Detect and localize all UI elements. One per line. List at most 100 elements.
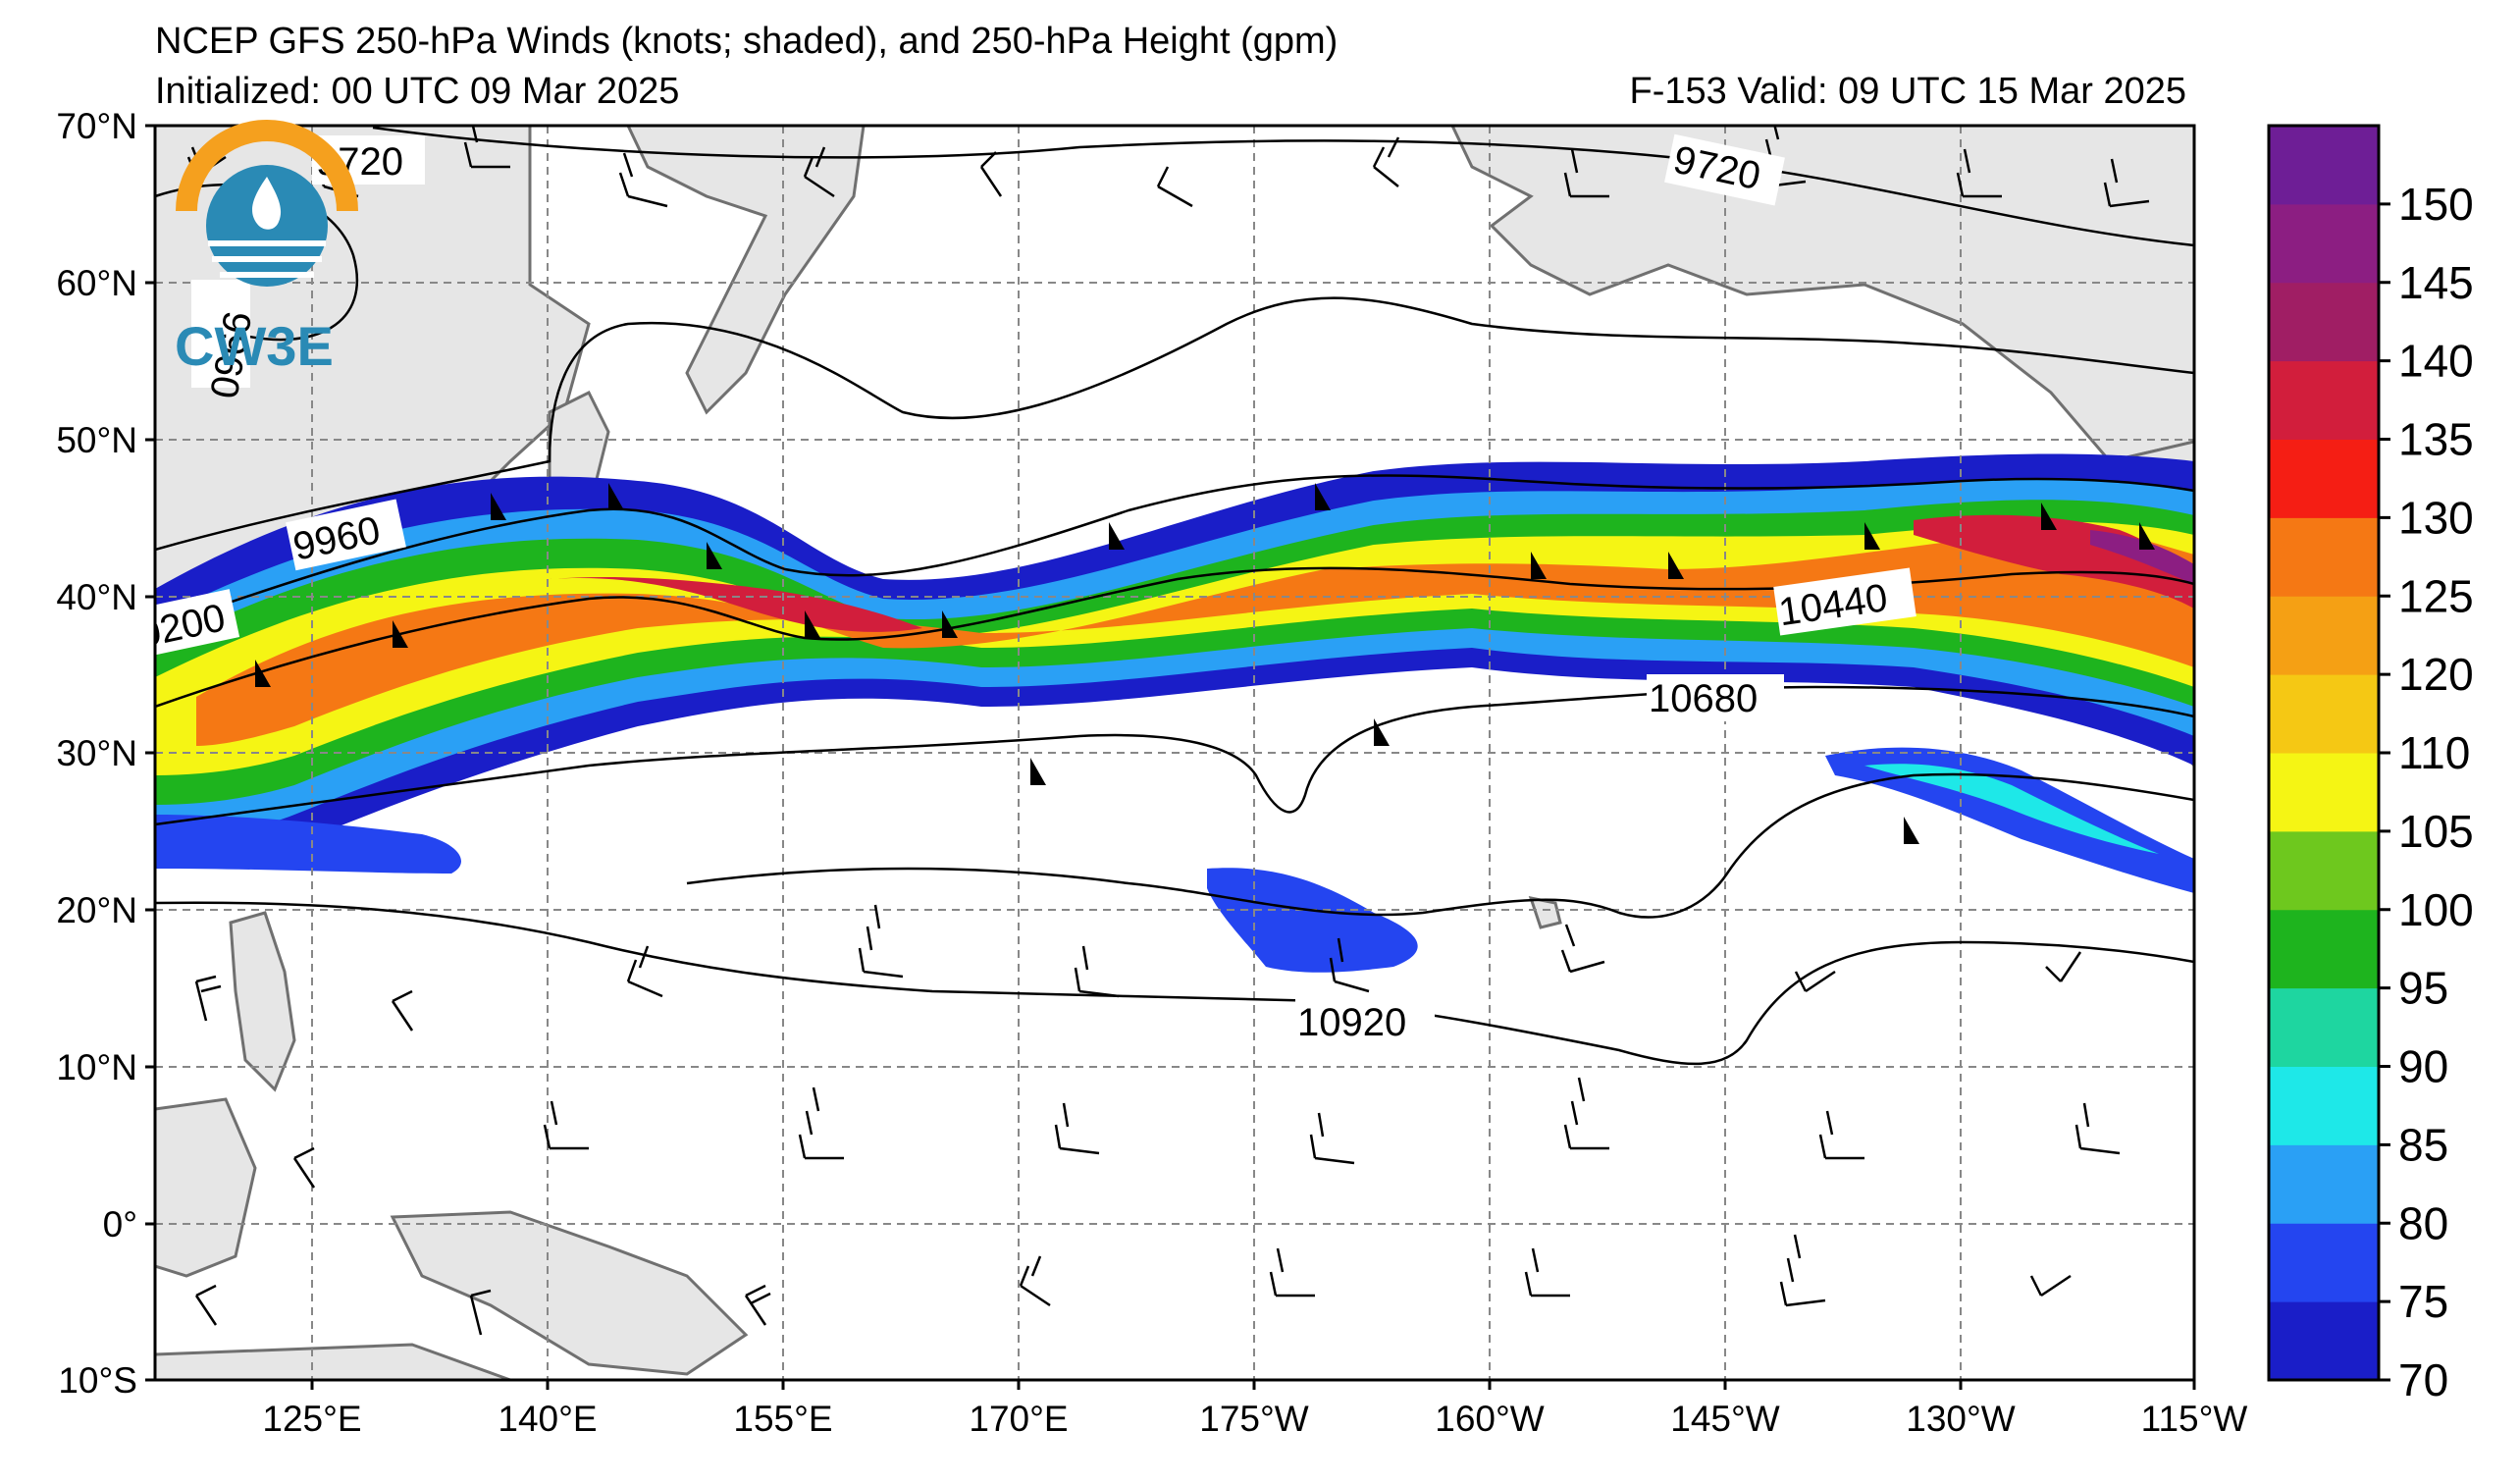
contour-label-bg: [155, 589, 240, 658]
barb: [194, 1284, 218, 1326]
colorbar-tick-label: 80: [2398, 1197, 2448, 1248]
flag: [2139, 522, 2155, 550]
colorbar-segment: [2269, 360, 2379, 440]
lon-label: 145°W: [1670, 1399, 1780, 1439]
logo-drop-icon: [252, 177, 282, 230]
flag: [707, 542, 722, 569]
jet-core-140kt: [550, 577, 922, 632]
contour-label-bg: [1664, 133, 1785, 206]
jet-core-150kt: [2090, 530, 2194, 584]
barb: [1054, 1102, 1100, 1155]
wind-barbs: [186, 126, 2150, 1336]
land-hawaii: [1528, 896, 1562, 929]
colorbar-tick-label: 135: [2398, 414, 2474, 465]
lon-label: 115°W: [2141, 1399, 2248, 1439]
land-new-guinea: [390, 1210, 749, 1376]
contour-label-bg: [191, 280, 250, 388]
barb: [2074, 1102, 2121, 1155]
flag: [942, 610, 958, 638]
subtropical-jet-west: [155, 815, 461, 874]
flag: [608, 483, 624, 510]
colorbar-tick-label: 70: [2398, 1354, 2448, 1405]
barb: [2029, 1274, 2072, 1298]
colorbar-tick-label: 125: [2398, 570, 2474, 621]
map-panel: 9720 9720 9960 9960 10200 10440 10680 10…: [155, 126, 2194, 1380]
flag: [393, 620, 408, 648]
lat-tick-labels: 70°N 60°N 50°N 40°N 30°N 20°N 10°N 0° 10…: [56, 106, 137, 1401]
init-time: Initialized: 00 UTC 09 Mar 2025: [155, 71, 680, 112]
lat-label: 20°N: [56, 890, 137, 930]
colorbar-tick-label: 105: [2398, 806, 2474, 857]
barb: [1779, 1234, 1826, 1307]
barb: [1563, 148, 1609, 198]
barb: [858, 904, 904, 979]
lat-label: 50°N: [56, 420, 137, 460]
colorbar-segment: [2269, 830, 2379, 911]
contour-10440: [155, 566, 2194, 709]
colorbar-tick-labels: 70 75 80 85 90 95 100 105 110 120 125 130 135 140 145 1…: [2379, 179, 2474, 1405]
colorbar-segment: [2269, 596, 2379, 675]
barb: [618, 152, 668, 208]
flag: [1109, 522, 1125, 550]
barb: [1956, 148, 2002, 198]
lat-label: 60°N: [56, 263, 137, 303]
lon-label: 140°E: [498, 1399, 597, 1439]
contour-label-bg: [1773, 567, 1916, 636]
jet-band-125kt: [196, 530, 2194, 746]
barb: [2045, 951, 2082, 982]
subtropical-jet-east: [1825, 747, 2194, 893]
colorbar-tick-label: 90: [2398, 1041, 2448, 1092]
barb: [803, 146, 835, 198]
barb: [1156, 166, 1193, 208]
barb: [543, 1100, 589, 1150]
barb: [1269, 1247, 1315, 1298]
colorbar-segment: [2269, 439, 2379, 518]
barb: [2103, 158, 2150, 208]
colorbar-segment: [2269, 909, 2379, 989]
lat-tick-marks: [145, 124, 155, 1382]
barb: [292, 1146, 316, 1189]
subtropical-jet-east-inner: [1864, 764, 2159, 854]
colorbar-segment: [2269, 203, 2379, 284]
height-contours: [155, 126, 2194, 1066]
contour-10680: [155, 685, 2194, 826]
lon-tick-labels: 125°E 140°E 155°E 170°E 175°W 160°W 145°…: [262, 1399, 2247, 1439]
flag: [255, 660, 271, 687]
lon-tick-marks: [310, 1380, 2196, 1390]
lat-label: 10°N: [56, 1047, 137, 1087]
contour-label-10680: 10680: [1649, 677, 1758, 720]
barb: [1019, 1255, 1051, 1307]
colorbar-tick-label: 110: [2398, 727, 2470, 778]
lat-label: 40°N: [56, 577, 137, 617]
lat-label: 70°N: [56, 106, 137, 146]
colorbar-tick-label: 85: [2398, 1119, 2448, 1170]
colorbar-segment: [2269, 1066, 2379, 1145]
contour-10920-b: [686, 772, 2194, 919]
barb: [1309, 1112, 1355, 1165]
lat-label: 10°S: [58, 1360, 137, 1401]
lat-label: 0°: [103, 1204, 137, 1245]
colorbar-segment: [2269, 1223, 2379, 1302]
wind-flags: [255, 483, 2155, 844]
subtropical-jet-central: [1207, 868, 1418, 973]
colorbar-segment: [2269, 674, 2379, 754]
flag: [1864, 522, 1880, 550]
contour-label-bg: [1295, 999, 1435, 1046]
chart-title: NCEP GFS 250-hPa Winds (knots; shaded), …: [155, 21, 1339, 62]
colorbar-segment: [2269, 282, 2379, 362]
barb: [626, 945, 663, 998]
colorbar-tick-label: 75: [2398, 1276, 2448, 1327]
contour-9960: [155, 296, 2194, 552]
valid-time: F-153 Valid: 09 UTC 15 Mar 2025: [1629, 71, 2186, 112]
wind-speed-shading: [155, 453, 2194, 973]
barb: [469, 1289, 492, 1336]
lon-label: 160°W: [1435, 1399, 1545, 1439]
lon-label: 155°E: [733, 1399, 832, 1439]
barb: [194, 975, 222, 1022]
barb: [1074, 945, 1120, 998]
barb: [798, 1086, 844, 1160]
flag: [1904, 817, 1919, 844]
lat-label: 30°N: [56, 733, 137, 773]
flag: [1668, 552, 1684, 579]
